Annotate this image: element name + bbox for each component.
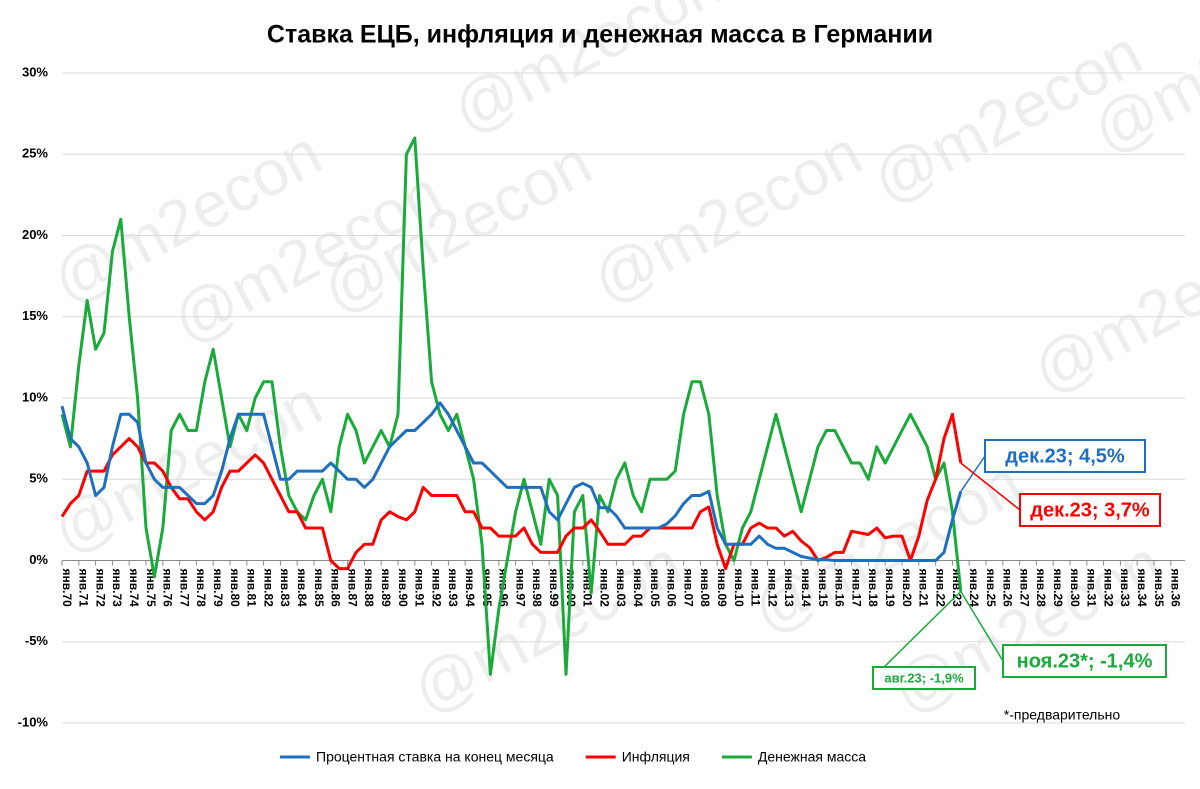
x-tick-label: янв.76 bbox=[161, 569, 175, 608]
y-tick-label: 5% bbox=[29, 471, 48, 486]
x-tick-label: янв.34 bbox=[1135, 569, 1149, 608]
series-line bbox=[60, 401, 963, 562]
x-tick-label: янв.24 bbox=[967, 569, 981, 608]
x-tick-label: янв.09 bbox=[715, 569, 729, 608]
x-tick-label: янв.17 bbox=[849, 569, 863, 608]
x-tick-label: янв.22 bbox=[933, 569, 947, 608]
x-tick-label: янв.74 bbox=[127, 569, 141, 608]
x-tick-label: янв.85 bbox=[312, 569, 326, 608]
y-tick-label: 10% bbox=[22, 389, 48, 404]
chart-title: Ставка ЕЦБ, инфляция и денежная масса в … bbox=[267, 21, 933, 49]
annotation-leader bbox=[872, 590, 962, 679]
x-tick-label: янв.83 bbox=[278, 569, 292, 608]
x-tick-label: янв.10 bbox=[732, 569, 746, 608]
x-tick-label: янв.30 bbox=[1068, 569, 1082, 608]
x-tick-label: янв.29 bbox=[1051, 569, 1065, 608]
x-tick-label: янв.70 bbox=[60, 569, 74, 608]
footnote: *-предварительно bbox=[1004, 707, 1121, 723]
x-tick-label: янв.99 bbox=[547, 569, 561, 608]
x-tick-label: янв.04 bbox=[631, 569, 645, 608]
x-tick-label: янв.32 bbox=[1101, 569, 1115, 608]
annotation-leader bbox=[960, 462, 1021, 511]
annotation-box bbox=[1019, 493, 1161, 527]
y-tick-label: 15% bbox=[22, 308, 48, 323]
annotation-leader bbox=[960, 590, 1004, 662]
x-tick-label: янв.71 bbox=[77, 569, 91, 608]
x-tick-label: янв.36 bbox=[1169, 569, 1183, 608]
x-tick-label: янв.98 bbox=[530, 569, 544, 608]
y-tick-label: 25% bbox=[22, 146, 48, 161]
x-tick-label: янв.94 bbox=[463, 569, 477, 608]
legend-label: Процентная ставка на конец месяца bbox=[316, 749, 554, 765]
x-tick-label: янв.78 bbox=[194, 569, 208, 608]
x-tick-label: янв.82 bbox=[261, 569, 275, 608]
x-tick-label: янв.27 bbox=[1017, 569, 1031, 608]
x-tick-label: янв.84 bbox=[295, 569, 309, 608]
x-tick-label: янв.03 bbox=[614, 569, 628, 608]
x-tick-label: янв.93 bbox=[446, 569, 460, 608]
x-tick-label: янв.18 bbox=[866, 569, 880, 608]
annotation-box bbox=[872, 666, 976, 690]
annotation-text: дек.23; 4,5% bbox=[1005, 445, 1125, 467]
x-tick-label: янв.25 bbox=[984, 569, 998, 608]
annotation-box bbox=[984, 439, 1146, 473]
y-tick-label: -10% bbox=[18, 714, 49, 729]
x-tick-label: янв.19 bbox=[883, 569, 897, 608]
x-tick-label: янв.14 bbox=[799, 569, 813, 608]
x-tick-label: янв.33 bbox=[1118, 569, 1132, 608]
x-tick-label: янв.97 bbox=[513, 569, 527, 608]
y-tick-label: 20% bbox=[22, 227, 48, 242]
y-tick-label: 0% bbox=[29, 552, 48, 567]
x-tick-label: янв.92 bbox=[429, 569, 443, 608]
x-tick-label: янв.26 bbox=[1001, 569, 1015, 608]
annotation-text: авг.23; -1,9% bbox=[884, 670, 964, 685]
x-tick-label: янв.72 bbox=[93, 569, 107, 608]
x-tick-label: янв.02 bbox=[597, 569, 611, 608]
series-line bbox=[60, 412, 963, 571]
x-tick-label: янв.31 bbox=[1085, 569, 1099, 608]
x-tick-label: янв.07 bbox=[681, 569, 695, 608]
legend-label: Денежная масса bbox=[758, 749, 866, 765]
x-tick-label: янв.12 bbox=[765, 569, 779, 608]
x-tick-label: янв.90 bbox=[396, 569, 410, 608]
x-tick-label: янв.35 bbox=[1152, 569, 1166, 608]
x-tick-label: янв.05 bbox=[648, 569, 662, 608]
x-tick-label: янв.20 bbox=[900, 569, 914, 608]
x-tick-label: янв.80 bbox=[228, 569, 242, 608]
x-tick-label: янв.15 bbox=[816, 569, 830, 608]
x-tick-label: янв.81 bbox=[245, 569, 259, 608]
x-tick-label: янв.73 bbox=[110, 569, 124, 608]
legend-label: Инфляция bbox=[622, 749, 690, 765]
x-tick-label: янв.89 bbox=[379, 569, 393, 608]
x-tick-label: янв.21 bbox=[917, 569, 931, 608]
x-tick-label: янв.87 bbox=[345, 569, 359, 608]
x-tick-label: янв.77 bbox=[177, 569, 191, 608]
annotation-text: ноя.23*; -1,4% bbox=[1017, 650, 1153, 672]
x-tick-label: янв.88 bbox=[362, 569, 376, 608]
x-tick-label: янв.91 bbox=[413, 569, 427, 608]
x-tick-label: янв.16 bbox=[833, 569, 847, 608]
x-tick-label: янв.11 bbox=[749, 569, 763, 607]
annotation-box bbox=[1002, 644, 1167, 678]
x-tick-label: янв.79 bbox=[211, 569, 225, 608]
y-tick-label: 30% bbox=[22, 64, 48, 79]
annotation-leader bbox=[960, 455, 986, 492]
x-tick-label: янв.23 bbox=[950, 569, 964, 608]
x-tick-label: янв.86 bbox=[329, 569, 343, 608]
annotation-text: дек.23; 3,7% bbox=[1030, 499, 1150, 521]
y-tick-label: -5% bbox=[25, 633, 49, 648]
x-tick-label: янв.13 bbox=[782, 569, 796, 608]
x-tick-label: янв.28 bbox=[1034, 569, 1048, 608]
x-tick-label: янв.08 bbox=[698, 569, 712, 608]
x-tick-label: янв.06 bbox=[665, 569, 679, 608]
